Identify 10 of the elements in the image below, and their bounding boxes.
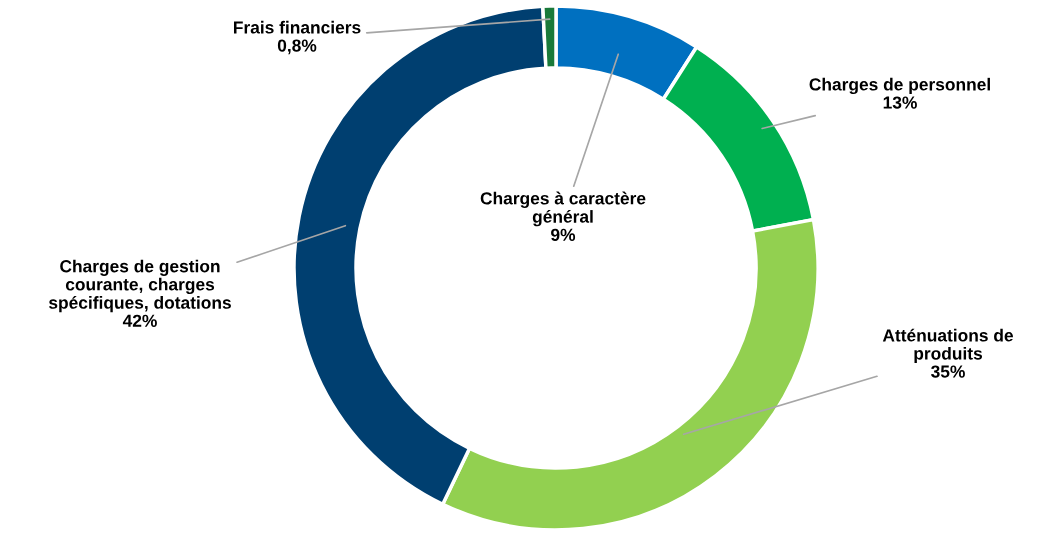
slice-label: Atténuations de produits xyxy=(882,328,1013,364)
data-label: 42% xyxy=(122,314,157,327)
slice-label: Frais financiers xyxy=(234,20,361,34)
data-label: 0,8% xyxy=(277,39,317,55)
slice-label: Charges de personnel xyxy=(809,77,990,95)
data-label: 9% xyxy=(551,228,576,241)
data-label: 13% xyxy=(883,96,917,109)
data-label: 35% xyxy=(931,365,965,378)
slice-label: Charges de gestion courante, charges spécifiques, dotations xyxy=(48,259,231,313)
slice-label: Charges à caractère général xyxy=(480,191,646,227)
